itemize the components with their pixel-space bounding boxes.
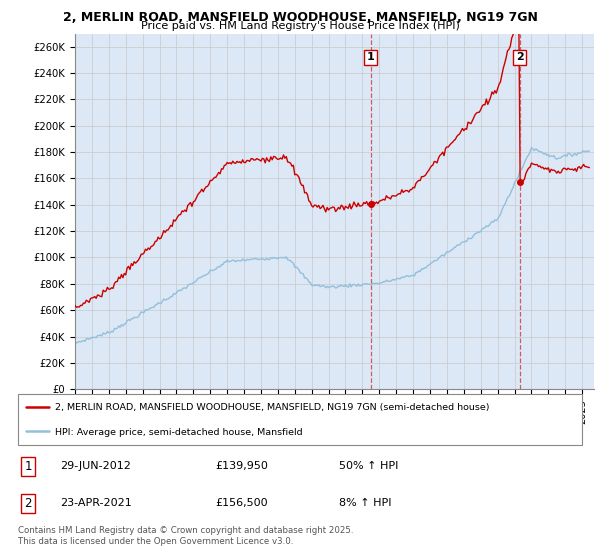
Text: Contains HM Land Registry data © Crown copyright and database right 2025.
This d: Contains HM Land Registry data © Crown c… (18, 526, 353, 546)
Text: 1: 1 (25, 460, 32, 473)
Text: 8% ↑ HPI: 8% ↑ HPI (340, 498, 392, 508)
FancyBboxPatch shape (18, 394, 582, 445)
Text: 2, MERLIN ROAD, MANSFIELD WOODHOUSE, MANSFIELD, NG19 7GN (semi-detached house): 2, MERLIN ROAD, MANSFIELD WOODHOUSE, MAN… (55, 403, 489, 412)
Text: 2: 2 (516, 52, 524, 62)
Text: HPI: Average price, semi-detached house, Mansfield: HPI: Average price, semi-detached house,… (55, 428, 302, 437)
Text: 2: 2 (25, 497, 32, 510)
Text: 50% ↑ HPI: 50% ↑ HPI (340, 461, 399, 472)
Text: 1: 1 (367, 52, 374, 62)
Text: £156,500: £156,500 (215, 498, 268, 508)
Text: Price paid vs. HM Land Registry's House Price Index (HPI): Price paid vs. HM Land Registry's House … (140, 21, 460, 31)
Text: 29-JUN-2012: 29-JUN-2012 (60, 461, 131, 472)
Text: 2, MERLIN ROAD, MANSFIELD WOODHOUSE, MANSFIELD, NG19 7GN: 2, MERLIN ROAD, MANSFIELD WOODHOUSE, MAN… (62, 11, 538, 24)
Text: £139,950: £139,950 (215, 461, 268, 472)
Text: 23-APR-2021: 23-APR-2021 (60, 498, 132, 508)
